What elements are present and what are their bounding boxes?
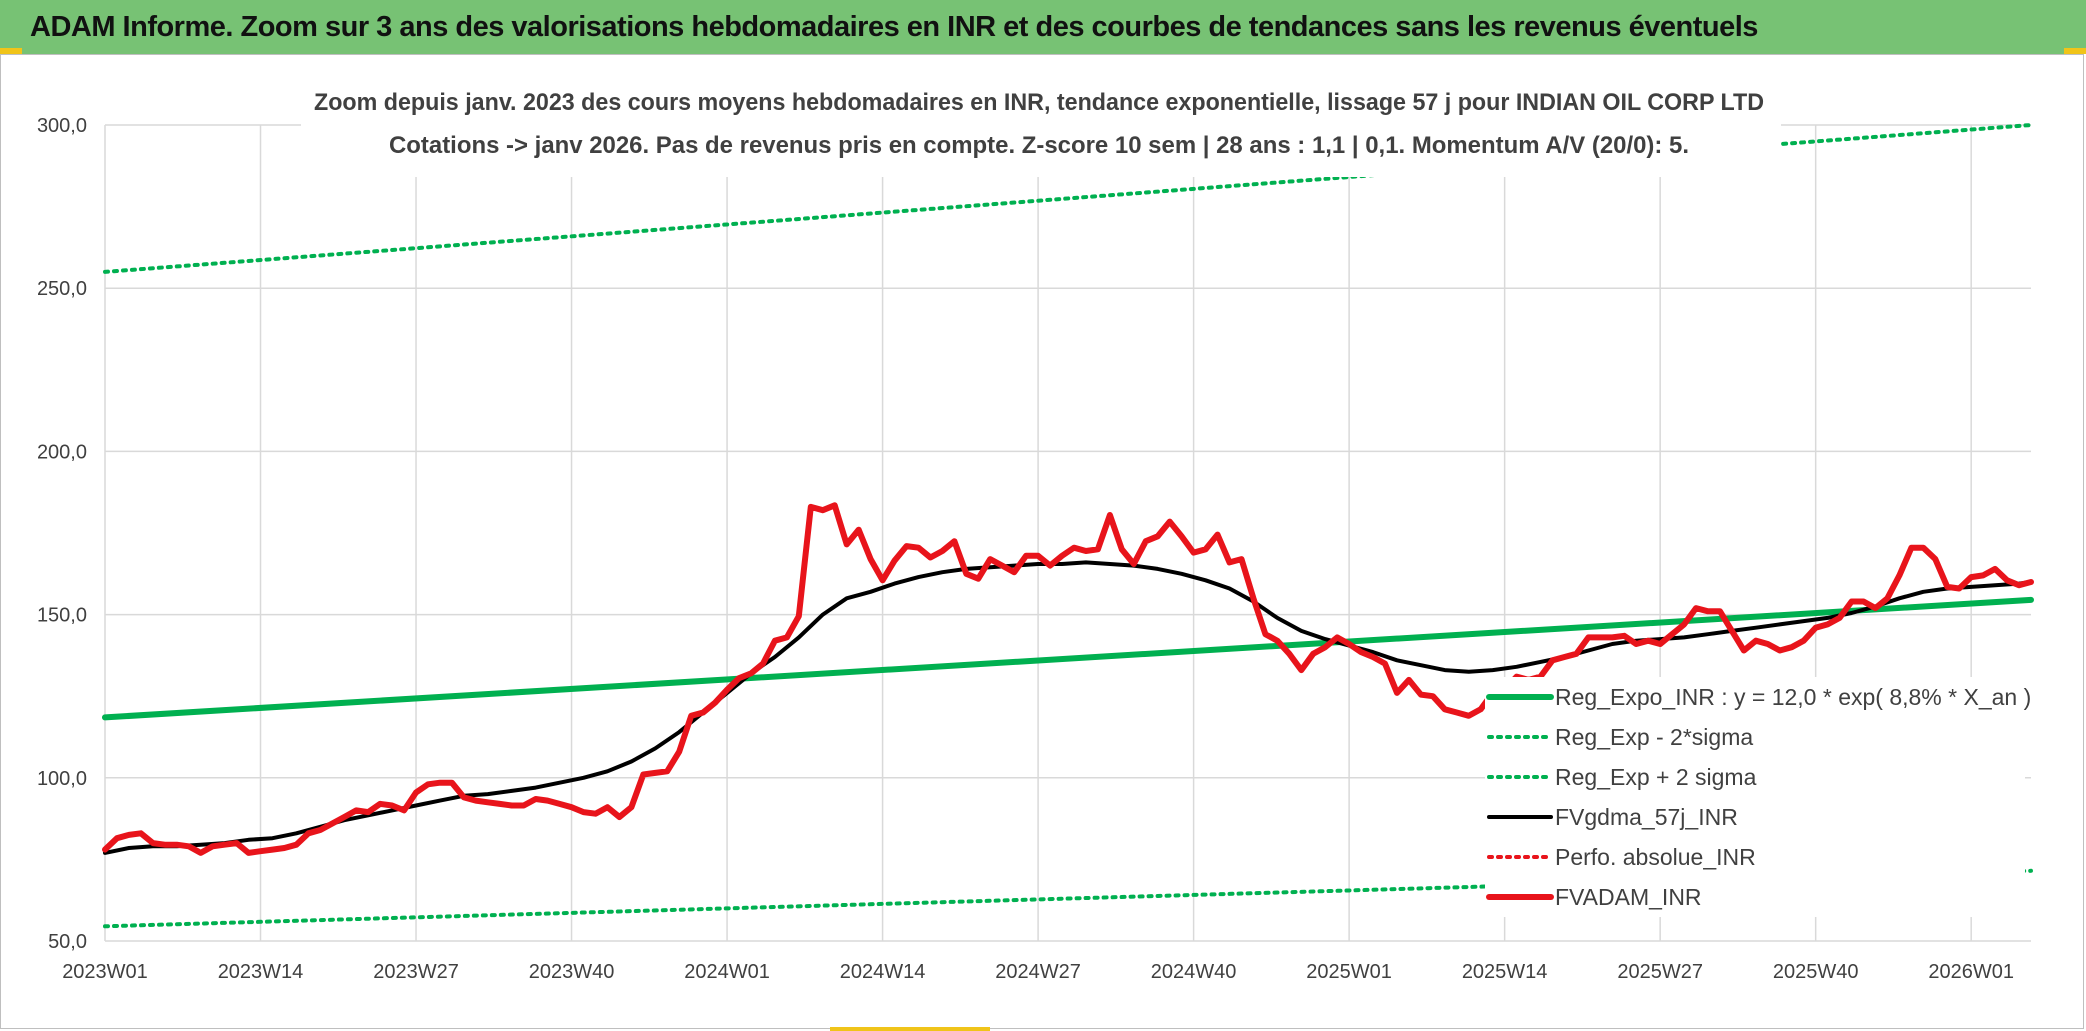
legend: Reg_Expo_INR : y = 12,0 * exp( 8,8% * X_… [1485, 677, 2031, 917]
x-tick-label: 2024W01 [684, 961, 770, 983]
y-tick-label: 200,0 [37, 441, 87, 463]
series-line-0 [102, 596, 2034, 721]
x-tick-label: 2025W01 [1306, 961, 1392, 983]
series-line-5 [102, 502, 2034, 856]
x-tick-label: 2026W01 [1928, 961, 2014, 983]
legend-background [1485, 677, 2025, 917]
chart-title: Zoom depuis janv. 2023 des cours moyens … [314, 89, 1764, 116]
legend-label: Perfo. absolue_INR [1555, 844, 1756, 870]
chart-subtitle: Cotations -> janv 2026. Pas de revenus p… [389, 132, 1689, 159]
chart-area: 50,0 100,0 150,0 200,0 250,0 300,0 2023W01 202… [0, 54, 2084, 1029]
x-tick-label: 2025W14 [1462, 961, 1548, 983]
banner-title: ADAM Informe. Zoom sur 3 ans des valoris… [0, 0, 2086, 54]
title-background [301, 77, 1781, 177]
y-tick-label: 50,0 [48, 931, 87, 953]
y-tick-labels: 50,0 100,0 150,0 200,0 250,0 300,0 [37, 115, 87, 953]
x-tick-label: 2023W40 [529, 961, 615, 983]
y-tick-label: 250,0 [37, 278, 87, 300]
legend-label: Reg_Exp + 2 sigma [1555, 764, 1757, 790]
x-tick-label: 2025W27 [1617, 961, 1703, 983]
x-tick-label: 2023W14 [218, 961, 304, 983]
legend-label: Reg_Expo_INR : y = 12,0 * exp( 8,8% * X_… [1555, 684, 2031, 710]
x-tick-label: 2024W27 [995, 961, 1081, 983]
x-tick-label: 2024W40 [1151, 961, 1237, 983]
banner-corner-left [0, 48, 22, 54]
y-tick-label: 100,0 [37, 768, 87, 790]
x-tick-label: 2023W01 [62, 961, 148, 983]
series-line-3 [103, 560, 2033, 855]
x-tick-label: 2023W27 [373, 961, 459, 983]
banner-corner-right [2064, 48, 2086, 54]
legend-label: Reg_Exp - 2*sigma [1555, 724, 1753, 750]
y-tick-label: 150,0 [37, 605, 87, 627]
x-tick-label: 2024W14 [840, 961, 926, 983]
x-tick-labels: 2023W01 2023W14 2023W27 2023W40 2024W01 2024W… [62, 961, 2014, 983]
x-tick-label: 2025W40 [1773, 961, 1859, 983]
y-tick-label: 300,0 [37, 115, 87, 137]
legend-label: FVADAM_INR [1555, 884, 1702, 910]
legend-label: FVgdma_57j_INR [1555, 804, 1738, 830]
bottom-accent [830, 1027, 990, 1031]
